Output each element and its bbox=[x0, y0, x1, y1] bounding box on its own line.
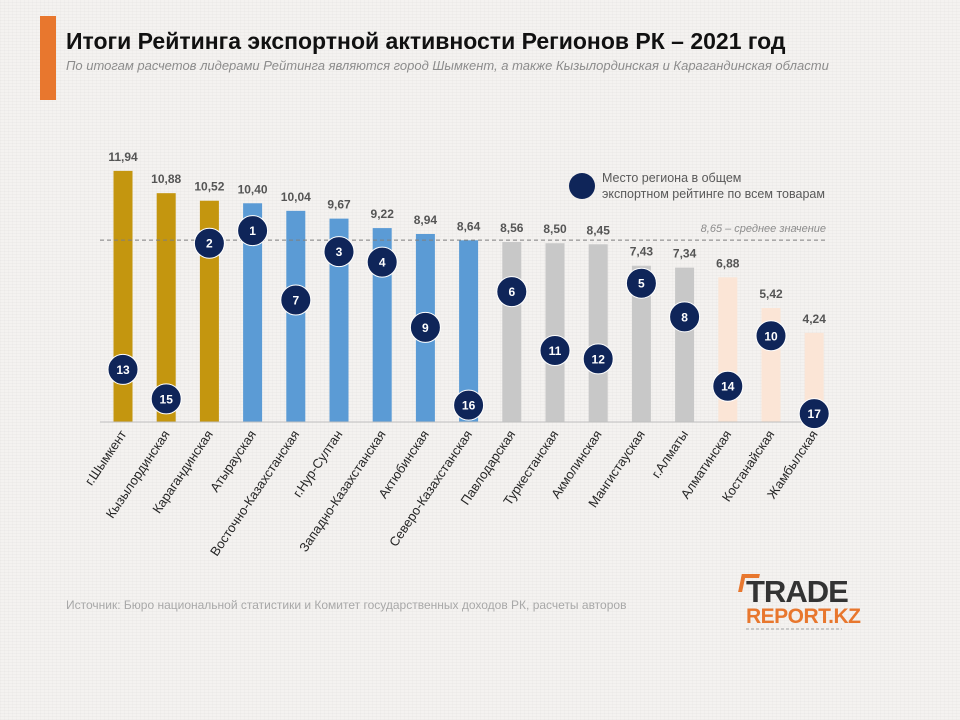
bar-value-label: 10,04 bbox=[281, 190, 311, 204]
rank-marker bbox=[669, 301, 701, 333]
rank-marker-label: 16 bbox=[462, 399, 476, 413]
rank-marker-label: 8 bbox=[681, 310, 688, 324]
x-tick-label: г.Шымкент bbox=[82, 427, 130, 488]
bar-value-label: 8,56 bbox=[500, 221, 524, 235]
rank-marker-label: 11 bbox=[549, 344, 562, 358]
bar-value-label: 9,22 bbox=[371, 207, 395, 221]
rank-marker-label: 3 bbox=[336, 245, 343, 259]
rank-marker-label: 17 bbox=[808, 407, 822, 421]
average-label: 8,65 – среднее значение bbox=[701, 223, 826, 235]
bar-value-label: 6,88 bbox=[716, 256, 740, 270]
bar bbox=[675, 267, 695, 422]
rank-marker bbox=[280, 284, 312, 316]
logo-text-trade: TRADE bbox=[746, 574, 849, 609]
rank-marker bbox=[366, 246, 398, 278]
legend-label: Место региона в общем bbox=[602, 171, 741, 185]
bar-value-label: 5,42 bbox=[759, 287, 783, 301]
rank-marker bbox=[539, 334, 571, 366]
x-tick-label: Западно-Казахстанская bbox=[296, 427, 389, 554]
rank-marker-label: 6 bbox=[508, 285, 515, 299]
bar-value-label: 7,43 bbox=[630, 245, 654, 259]
bar bbox=[329, 218, 349, 422]
rank-marker bbox=[755, 320, 787, 352]
rank-marker-label: 2 bbox=[206, 237, 213, 251]
rank-marker-label: 13 bbox=[116, 363, 130, 377]
rank-marker bbox=[193, 227, 225, 259]
rank-marker bbox=[107, 353, 139, 385]
bar-value-label: 4,24 bbox=[803, 312, 827, 326]
rank-marker bbox=[625, 267, 657, 299]
chart-subtitle: По итогам расчетов лидерами Рейтинга явл… bbox=[66, 58, 829, 73]
bar bbox=[459, 240, 479, 422]
bar-value-label: 8,50 bbox=[543, 222, 567, 236]
rank-marker-label: 9 bbox=[422, 321, 429, 335]
rank-marker-label: 1 bbox=[249, 224, 256, 238]
bar bbox=[631, 265, 651, 422]
bar-value-label: 10,40 bbox=[238, 182, 268, 196]
rank-marker-label: 15 bbox=[160, 392, 174, 406]
bar bbox=[243, 203, 263, 422]
rank-marker-label: 12 bbox=[592, 352, 606, 366]
rank-marker bbox=[496, 276, 528, 308]
x-tick-label: г.Алматы bbox=[648, 427, 691, 480]
legend-rank-icon bbox=[569, 173, 595, 199]
x-tick-label: Восточно-Казахстанская bbox=[207, 427, 302, 558]
rank-marker-label: 10 bbox=[764, 329, 778, 343]
chart-title: Итоги Рейтинга экспортной активности Рег… bbox=[66, 28, 786, 54]
bar bbox=[588, 244, 608, 422]
rank-marker bbox=[237, 215, 269, 247]
x-tick-label: Северо-Казахстанская bbox=[386, 427, 475, 549]
trade-report-logo: TRADE REPORT.KZ bbox=[738, 574, 861, 634]
rank-marker bbox=[150, 383, 182, 415]
legend-label: экспортном рейтинге по всем товарам bbox=[602, 187, 825, 201]
rank-marker bbox=[582, 343, 614, 375]
bar bbox=[156, 193, 176, 422]
rank-marker bbox=[323, 236, 355, 268]
bar-value-label: 7,34 bbox=[673, 247, 697, 261]
rank-marker bbox=[409, 311, 441, 343]
bar-value-label: 10,88 bbox=[151, 172, 181, 186]
rank-marker bbox=[453, 389, 485, 421]
rank-marker-label: 5 bbox=[638, 277, 645, 291]
bar bbox=[286, 210, 306, 422]
bar bbox=[502, 241, 522, 422]
source-note: Источник: Бюро национальной статистики и… bbox=[66, 598, 627, 612]
title-accent-bar bbox=[40, 16, 56, 100]
logo-tagline bbox=[746, 628, 842, 630]
rank-marker-label: 7 bbox=[292, 294, 299, 308]
bar-value-label: 11,94 bbox=[108, 150, 138, 164]
bar-value-label: 8,94 bbox=[414, 213, 438, 227]
bar-value-label: 10,52 bbox=[194, 180, 224, 194]
bar bbox=[545, 243, 565, 422]
logo-text-report: REPORT.KZ bbox=[746, 605, 861, 628]
rank-marker bbox=[712, 370, 744, 402]
bar-value-label: 8,45 bbox=[587, 223, 611, 237]
bar-value-label: 9,67 bbox=[327, 198, 351, 212]
bar-value-label: 8,64 bbox=[457, 219, 481, 233]
rank-marker-label: 14 bbox=[721, 380, 735, 394]
rank-marker bbox=[798, 398, 830, 430]
rank-marker-label: 4 bbox=[379, 256, 386, 270]
